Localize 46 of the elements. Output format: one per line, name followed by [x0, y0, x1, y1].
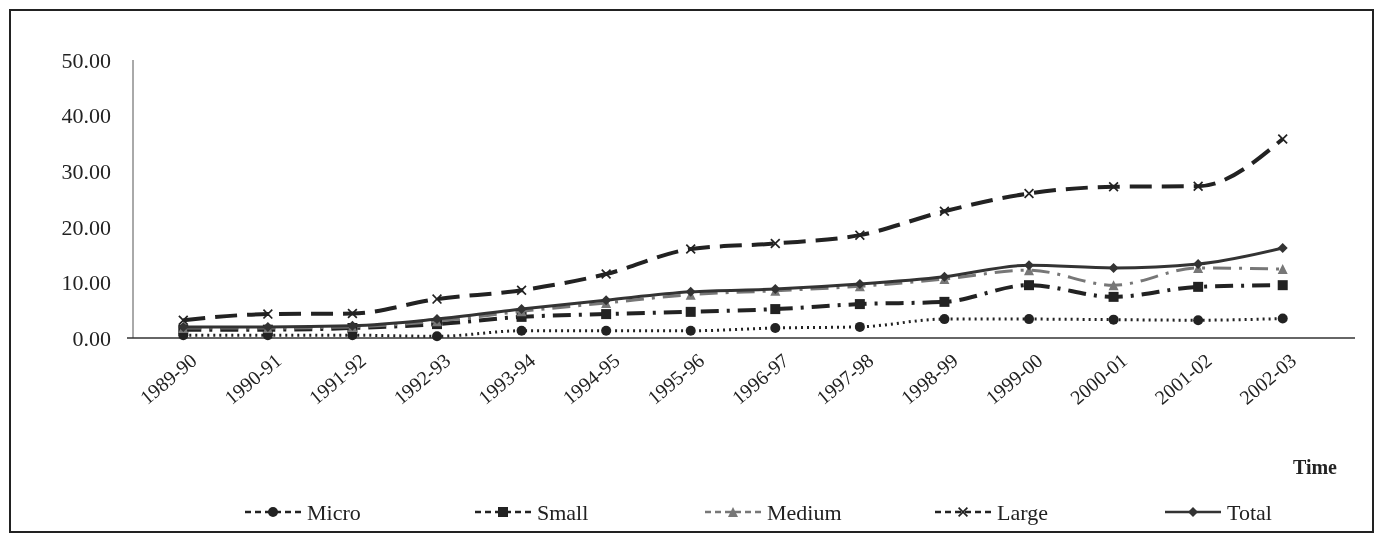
point	[1277, 264, 1288, 275]
point	[770, 238, 781, 249]
point	[1024, 280, 1034, 291]
point	[854, 230, 865, 241]
point	[770, 322, 781, 333]
y-tick-label: 20.00	[61, 214, 111, 240]
y-tick-label: 40.00	[61, 103, 111, 129]
point	[1108, 291, 1119, 302]
point	[939, 296, 950, 307]
point	[516, 325, 527, 336]
point	[1108, 314, 1119, 325]
point	[1277, 313, 1288, 324]
y-tick-label: 10.00	[61, 270, 111, 296]
legend-label: Micro	[307, 499, 361, 525]
point	[685, 306, 696, 317]
point	[770, 304, 781, 315]
y-tick-label: 50.00	[61, 47, 111, 73]
legend-label: Medium	[767, 499, 842, 525]
point	[601, 269, 612, 280]
point	[1193, 315, 1204, 326]
point	[1108, 262, 1119, 273]
point	[854, 321, 865, 332]
point	[347, 308, 358, 319]
point	[1024, 260, 1034, 271]
legend-label: Small	[537, 499, 589, 525]
point	[262, 309, 273, 320]
point	[1193, 281, 1204, 292]
legend-label: Total	[1227, 499, 1272, 525]
point	[1277, 242, 1288, 253]
point	[178, 315, 189, 326]
point	[1277, 280, 1288, 291]
point	[1108, 280, 1119, 291]
point	[685, 325, 696, 336]
point	[601, 325, 612, 336]
y-tick-label: 30.00	[61, 158, 111, 184]
point	[939, 314, 950, 325]
point	[432, 331, 442, 342]
x-axis-title: Time	[1292, 456, 1338, 478]
point	[601, 309, 612, 320]
point	[854, 299, 865, 310]
point	[1108, 181, 1119, 192]
point	[1024, 314, 1034, 325]
point	[1193, 181, 1204, 192]
point	[432, 294, 442, 305]
y-tick-label: 0.00	[72, 325, 111, 351]
legend-label: Large	[997, 499, 1048, 525]
